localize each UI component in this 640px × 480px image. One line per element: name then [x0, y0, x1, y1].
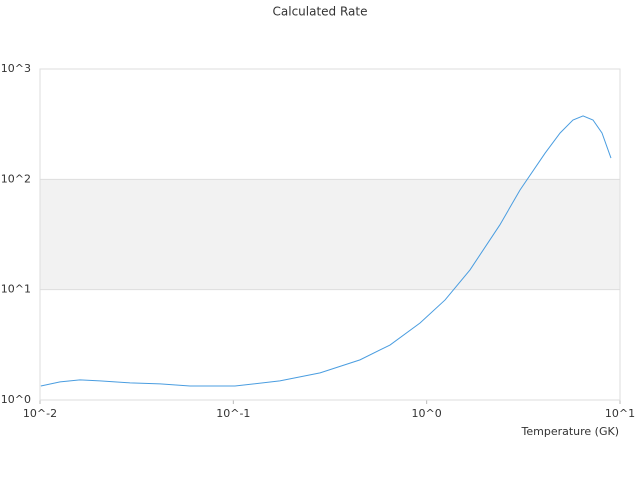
plot-border [39, 68, 621, 401]
chart-title: Calculated Rate [273, 5, 368, 19]
x-tick-label: 10^1 [605, 407, 635, 420]
x-tick-label: 10^-1 [216, 407, 250, 420]
x-axis-label: Temperature (GK) [521, 425, 620, 438]
y-tick-label: 10^3 [1, 62, 31, 75]
line [40, 115, 612, 387]
y-tick-label: 10^0 [1, 393, 31, 406]
x-tick-label: 10^-2 [23, 407, 57, 420]
x-tick-label: 10^0 [412, 407, 442, 420]
y-tick-label: 10^1 [1, 283, 31, 296]
band [40, 179, 620, 290]
bands [40, 179, 620, 290]
y-tick-label: 10^2 [1, 172, 31, 185]
